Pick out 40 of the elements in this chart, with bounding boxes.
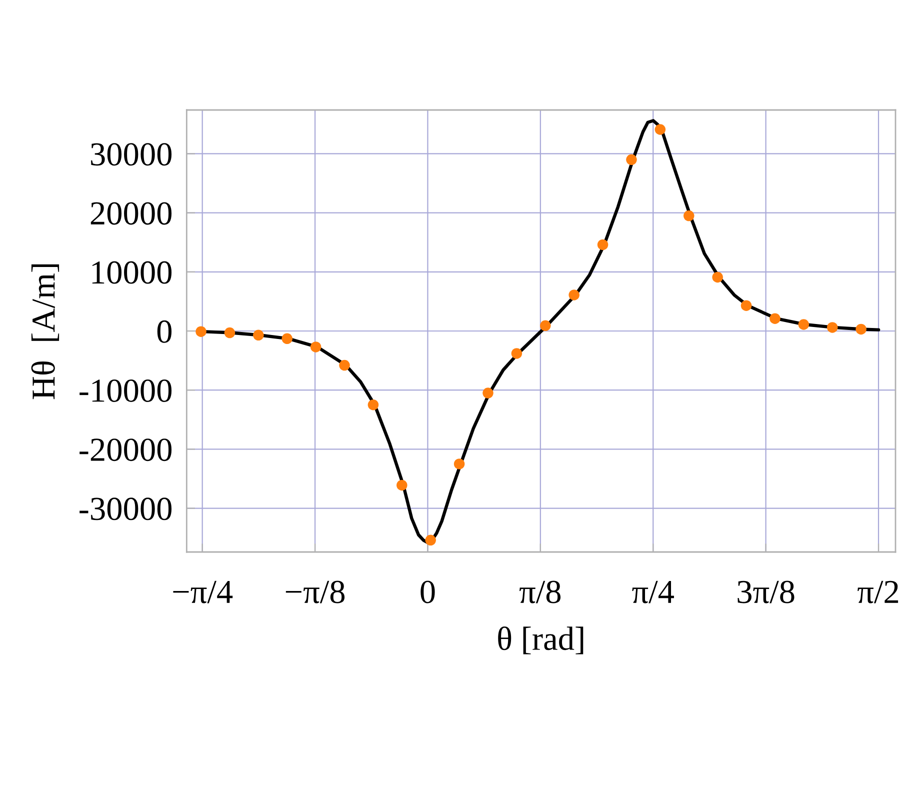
x-tick-label: 0 bbox=[420, 580, 435, 604]
point bbox=[454, 458, 465, 470]
point bbox=[568, 290, 580, 300]
y-tick-label: 0 bbox=[157, 320, 172, 343]
x-tick-label: π/2 bbox=[858, 580, 898, 604]
point bbox=[712, 272, 723, 283]
x-axis-title: θ [rad] bbox=[498, 626, 584, 654]
point bbox=[482, 388, 494, 398]
x-tick-label: π/8 bbox=[520, 580, 561, 604]
point bbox=[368, 399, 379, 410]
point bbox=[196, 326, 206, 337]
point bbox=[540, 320, 551, 332]
point bbox=[826, 322, 838, 333]
point bbox=[282, 333, 292, 344]
point bbox=[626, 154, 637, 166]
point bbox=[339, 360, 350, 371]
x-tick-label: 3π/8 bbox=[738, 580, 794, 604]
point bbox=[770, 313, 780, 324]
point bbox=[310, 342, 322, 352]
point bbox=[396, 480, 408, 491]
point bbox=[224, 327, 236, 338]
y-tick-label: 10000 bbox=[92, 261, 172, 284]
y-tick-label: 30000 bbox=[91, 143, 172, 166]
x-tick-label: −π/8 bbox=[286, 580, 345, 604]
point bbox=[683, 210, 694, 222]
y-tick-label: -30000 bbox=[80, 498, 172, 520]
y-axis-title: Hθ [A/m] bbox=[31, 264, 60, 400]
point bbox=[425, 534, 436, 546]
y-tick-label: 20000 bbox=[90, 202, 172, 225]
point bbox=[597, 239, 608, 250]
x-tick-label: π/4 bbox=[632, 580, 674, 604]
point bbox=[798, 319, 810, 330]
point bbox=[253, 330, 264, 341]
y-tick-label: -20000 bbox=[80, 438, 172, 462]
point bbox=[654, 124, 666, 135]
point bbox=[740, 300, 752, 311]
point bbox=[856, 324, 866, 335]
x-tick-label: −π/4 bbox=[173, 580, 233, 604]
y-tick-label: -10000 bbox=[80, 379, 172, 402]
point bbox=[511, 348, 522, 359]
